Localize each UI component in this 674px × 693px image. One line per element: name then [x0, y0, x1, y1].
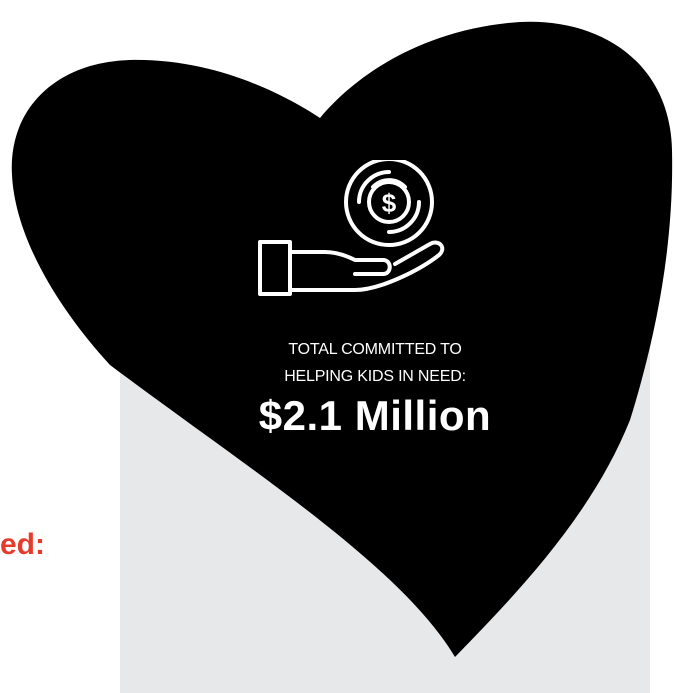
partial-red-label: ed:	[0, 528, 45, 561]
dollar-sign-symbol: $	[382, 188, 397, 218]
caption-line-1: TOTAL COMMITTED TO	[288, 341, 462, 358]
total-amount: $2.1 Million	[258, 392, 492, 439]
caption-line-2: HELPING KIDS IN NEED:	[284, 368, 466, 385]
hand-holding-dollar-coin-icon: $	[258, 160, 445, 296]
